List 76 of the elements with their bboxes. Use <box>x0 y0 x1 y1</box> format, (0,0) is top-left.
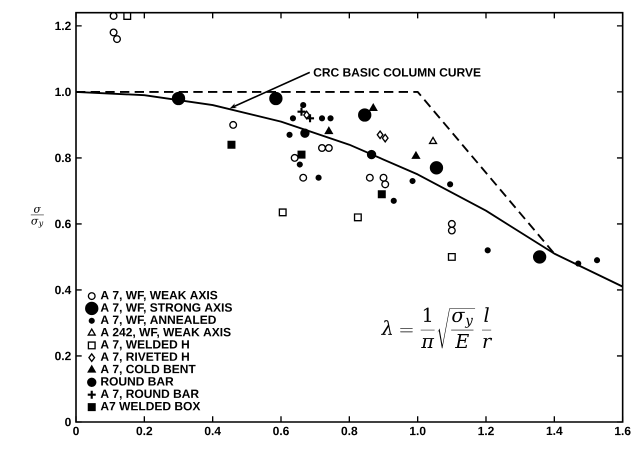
point <box>412 152 420 159</box>
point <box>298 150 306 159</box>
point <box>300 102 306 108</box>
point <box>366 174 374 182</box>
x-tick-label: 1.2 <box>478 426 494 436</box>
point <box>354 213 362 222</box>
legend-label: A 7, WF, STRONG AXIS <box>100 303 232 314</box>
point <box>366 150 376 160</box>
x-tick-label: 0 <box>73 426 79 436</box>
legend-label: A 7, COLD BENT <box>100 364 196 376</box>
legend-label: ROUND BAR <box>101 377 174 386</box>
legend-label: A 7, WELDED H <box>100 340 189 350</box>
point <box>379 174 388 182</box>
point <box>327 115 334 122</box>
y-tick-label: 0 <box>65 418 71 426</box>
y-tick-label: 0.2 <box>55 352 71 360</box>
point <box>409 178 416 184</box>
x-tick-label: 1.6 <box>615 426 631 436</box>
x-tick-label: 1.4 <box>546 426 563 435</box>
point <box>428 136 438 144</box>
x-tick-label: 0.8 <box>341 426 358 436</box>
x-tick-label: 0.6 <box>273 426 289 436</box>
point <box>318 115 326 122</box>
point <box>296 106 307 117</box>
point <box>358 108 372 122</box>
point <box>381 180 390 188</box>
x-tick-label: 0.2 <box>136 426 152 436</box>
y-tick-label: 0.6 <box>55 220 71 228</box>
point <box>303 110 310 120</box>
legend-label: A 7, WF, ANNEALED <box>100 316 216 326</box>
point <box>316 174 322 181</box>
point <box>286 132 293 138</box>
point <box>430 161 444 174</box>
point <box>378 190 386 198</box>
point <box>376 130 384 140</box>
point <box>296 161 303 168</box>
legend-label: A 7, ROUND BAR <box>100 390 199 400</box>
annotation: $\lambda = \frac{1}{\pi}\sqrt{\frac{\sigma_y}{E}}\;\frac{l}{r}$ <box>381 307 492 348</box>
point <box>300 128 310 138</box>
legend-label: A7 WELDED BOX <box>100 402 200 410</box>
point <box>304 113 316 124</box>
x-tick-label: 1.0 <box>410 426 426 436</box>
annotation: CRC BASIC COLUMN CURVE <box>314 68 481 77</box>
y-tick-label: 1.0 <box>55 88 71 96</box>
point <box>594 257 600 264</box>
point <box>447 181 454 188</box>
point <box>229 120 238 129</box>
point <box>278 208 287 216</box>
point <box>318 144 326 152</box>
y-tick-label: 1.2 <box>55 22 71 30</box>
y-axis-title: $\frac{\sigma}{\sigma_y}$ <box>30 207 44 228</box>
point <box>324 144 333 152</box>
point <box>299 174 308 182</box>
point <box>390 198 397 204</box>
y-tick-label: 0.8 <box>55 154 71 162</box>
point <box>448 226 456 235</box>
point <box>172 92 186 106</box>
legend-label: A 242, WF, WEAK AXIS <box>100 328 231 338</box>
point <box>227 140 236 149</box>
point <box>110 28 118 36</box>
point <box>532 250 546 264</box>
y-tick-label: 0.4 <box>55 286 72 294</box>
point <box>269 92 283 106</box>
point <box>448 220 456 228</box>
point <box>113 35 122 44</box>
point <box>324 126 333 134</box>
point <box>369 104 378 112</box>
legend-label: A 7, RIVETED H <box>100 352 189 363</box>
x-tick-label: 0.4 <box>204 426 221 436</box>
point <box>290 154 299 162</box>
legend-label: A 7, WF, WEAK AXIS <box>100 290 218 302</box>
point <box>484 247 491 254</box>
point <box>575 260 582 267</box>
point <box>448 252 456 261</box>
point <box>290 115 296 122</box>
point <box>382 134 389 142</box>
